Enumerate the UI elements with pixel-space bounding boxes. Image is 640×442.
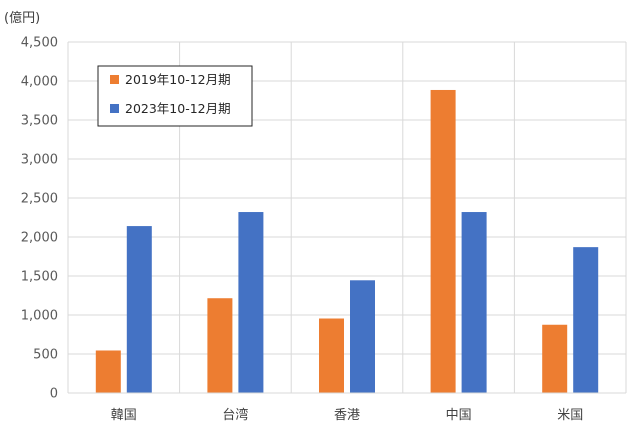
x-category-label: 香港 <box>334 408 360 423</box>
legend-label: 2019年10-12月期 <box>125 72 231 87</box>
x-category-label: 米国 <box>557 408 583 423</box>
y-tick-label: 0 <box>50 387 58 402</box>
bar <box>207 298 233 393</box>
bar <box>573 247 599 393</box>
y-tick-label: 1,000 <box>21 309 58 324</box>
legend: 2019年10-12月期 2023年10-12月期 <box>97 65 253 127</box>
x-category-label: 韓国 <box>111 408 137 423</box>
legend-swatch <box>110 104 119 113</box>
bars <box>95 89 599 393</box>
bar <box>430 89 456 393</box>
y-tick-label: 4,000 <box>21 75 58 90</box>
y-unit-label: (億円) <box>4 10 40 26</box>
x-category-label: 台湾 <box>222 407 248 423</box>
x-axis-labels: 韓国 台湾 香港 中国 米国 <box>111 407 583 423</box>
bar <box>461 212 487 393</box>
bar <box>238 212 264 393</box>
y-axis-ticks: 0 500 1,000 1,500 2,000 2,500 3,000 3,500 4,000 4… <box>21 36 58 402</box>
y-tick-label: 500 <box>33 348 58 363</box>
legend-box <box>97 65 253 127</box>
y-tick-label: 1,500 <box>21 270 58 285</box>
y-tick-label: 2,500 <box>21 192 58 207</box>
bar <box>350 280 375 393</box>
y-tick-label: 2,000 <box>21 231 58 246</box>
bar <box>542 324 568 393</box>
bar <box>319 318 344 393</box>
bar <box>126 226 152 393</box>
bar <box>95 350 121 393</box>
legend-swatch <box>110 75 119 84</box>
y-tick-label: 3,000 <box>21 153 58 168</box>
legend-label: 2023年10-12月期 <box>125 101 231 116</box>
x-category-label: 中国 <box>446 408 472 423</box>
y-tick-label: 3,500 <box>21 114 58 129</box>
y-tick-label: 4,500 <box>21 36 58 51</box>
